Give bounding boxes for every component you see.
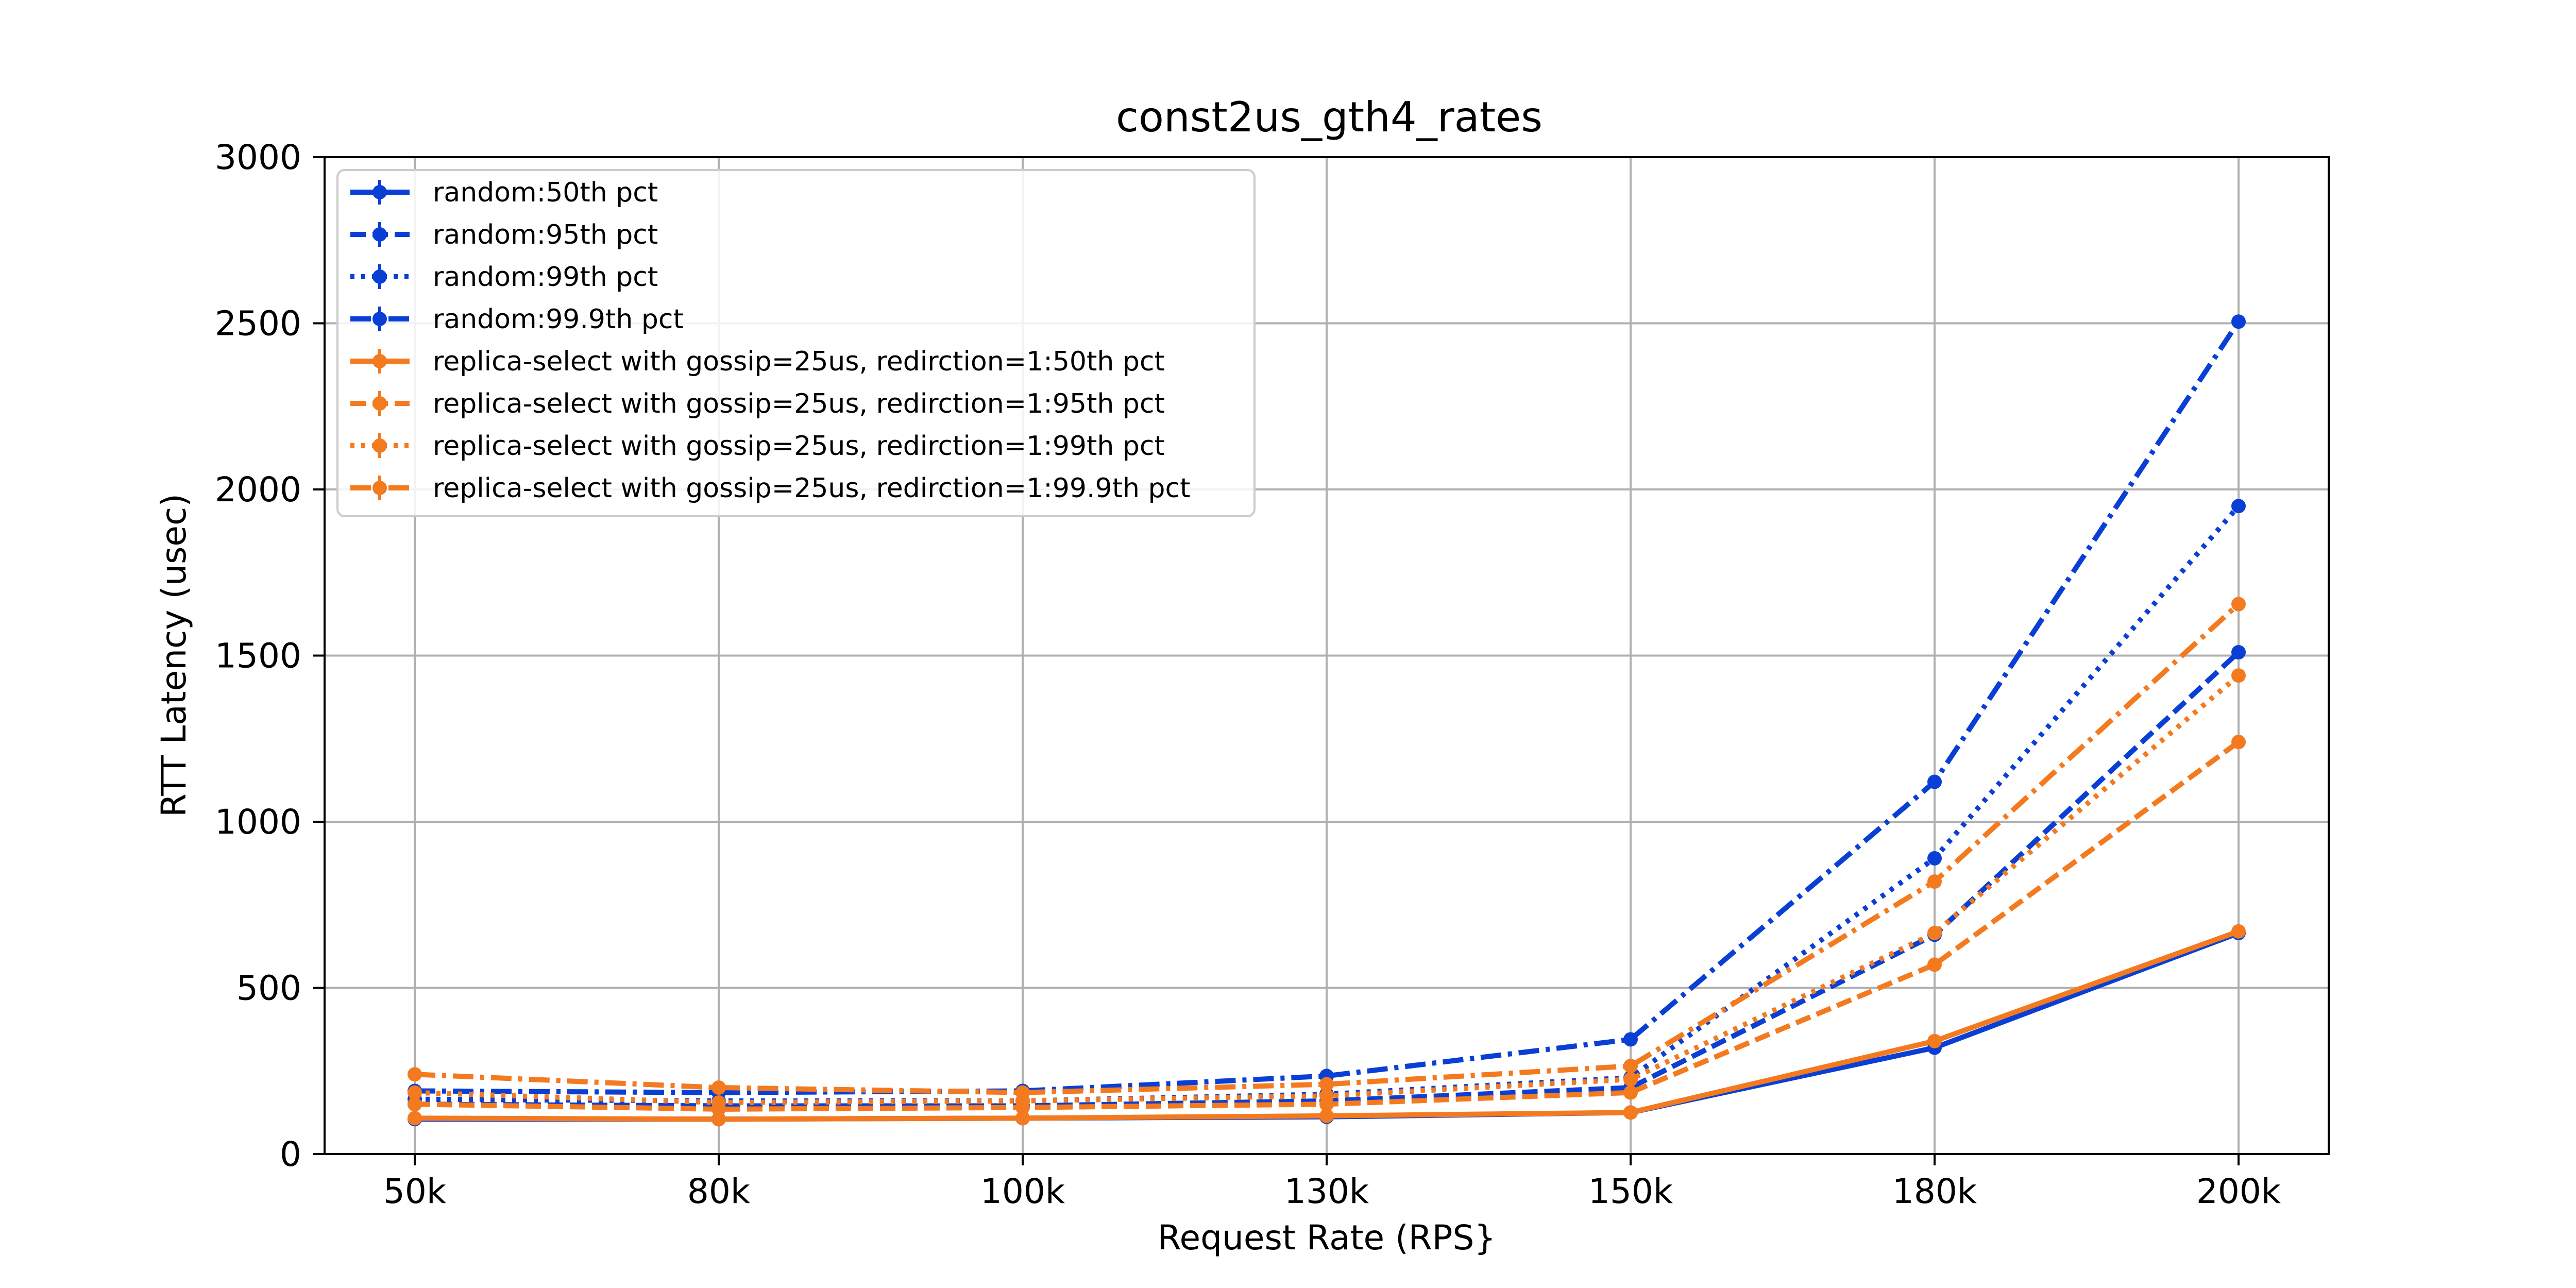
data-point [1623,1059,1638,1074]
legend-marker [372,269,387,284]
data-point [1319,1108,1334,1123]
data-point [2231,597,2246,612]
data-point [1015,1085,1030,1100]
legend-marker [372,227,387,242]
legend-label: replica-select with gossip=25us, redirct… [433,346,1165,377]
x-tick-label: 150k [1588,1172,1673,1211]
legend-label: random:99.9th pct [433,304,684,335]
y-tick-label: 2000 [215,470,301,510]
y-axis-label: RTT Latency (usec) [154,494,194,817]
legend-marker [372,481,387,495]
data-point [1927,957,1942,972]
x-axis-label: Request Rate (RPS} [1158,1218,1496,1258]
legend-label: replica-select with gossip=25us, redirct… [433,473,1190,504]
data-point [1623,1072,1638,1087]
axis-ticks: 50k 80k 100k 130k 150k 180k 200k 0 500 1000 1500 20… [215,138,2281,1211]
x-tick-label: 50k [383,1172,447,1211]
chart-legend: random:50th pct random:95th pct random:99t… [336,169,1256,517]
legend-marker [372,354,387,368]
data-point [1015,1111,1030,1126]
y-tick-label: 1500 [215,636,301,676]
data-point [408,1067,422,1082]
y-tick-label: 0 [280,1134,301,1174]
x-tick-label: 100k [980,1172,1065,1211]
series-lines [408,314,2246,1127]
legend-label: random:99th pct [433,262,658,293]
legend-label: random:95th pct [433,219,658,250]
data-point [2231,924,2246,939]
x-tick-label: 130k [1284,1172,1369,1211]
x-tick-label: 180k [1892,1172,1977,1211]
legend-box [336,169,1256,517]
data-point [2231,314,2246,329]
legend-item: random:95th pct [350,219,658,250]
data-point [1623,1032,1638,1047]
legend-marker [372,438,387,453]
data-point [408,1097,422,1112]
legend-item: random:50th pct [350,177,658,208]
data-point [1927,926,1942,941]
y-tick-label: 1000 [215,802,301,842]
y-tick-label: 2500 [215,304,301,344]
legend-label: replica-select with gossip=25us, redirct… [433,431,1165,462]
legend-marker [372,396,387,411]
legend-label: replica-select with gossip=25us, redirct… [433,388,1165,419]
data-point [1927,851,1942,866]
data-point [2231,735,2246,750]
series-7 [408,597,2246,1100]
series-6 [408,668,2246,1110]
series-4 [408,924,2246,1127]
legend-item: replica-select with gossip=25us, redirct… [350,431,1165,462]
data-point [1319,1089,1334,1104]
data-point [1927,774,1942,789]
data-point [2231,499,2246,514]
chart-title: const2us_gth4_rates [1116,93,1543,141]
legend-item: random:99th pct [350,262,658,293]
legend-label: random:50th pct [433,177,658,208]
data-point [1623,1085,1638,1100]
legend-marker [372,185,387,199]
legend-item: random:99.9th pct [350,304,684,335]
data-point [711,1095,726,1110]
data-point [1623,1105,1638,1120]
y-tick-label: 3000 [215,138,301,177]
data-point [1927,874,1942,889]
data-point [2231,668,2246,683]
data-point [2231,645,2246,660]
x-tick-label: 200k [2196,1172,2281,1211]
legend-item: replica-select with gossip=25us, redirct… [350,473,1190,504]
y-tick-label: 500 [236,969,301,1008]
legend-marker [372,312,387,326]
legend-item: replica-select with gossip=25us, redirct… [350,388,1165,419]
x-tick-label: 80k [687,1172,751,1211]
data-point [1319,1077,1334,1092]
data-point [408,1085,422,1100]
legend-item: replica-select with gossip=25us, redirct… [350,346,1165,377]
data-point [408,1111,422,1126]
data-point [711,1080,726,1095]
data-point [1927,1033,1942,1048]
data-point [711,1112,726,1127]
